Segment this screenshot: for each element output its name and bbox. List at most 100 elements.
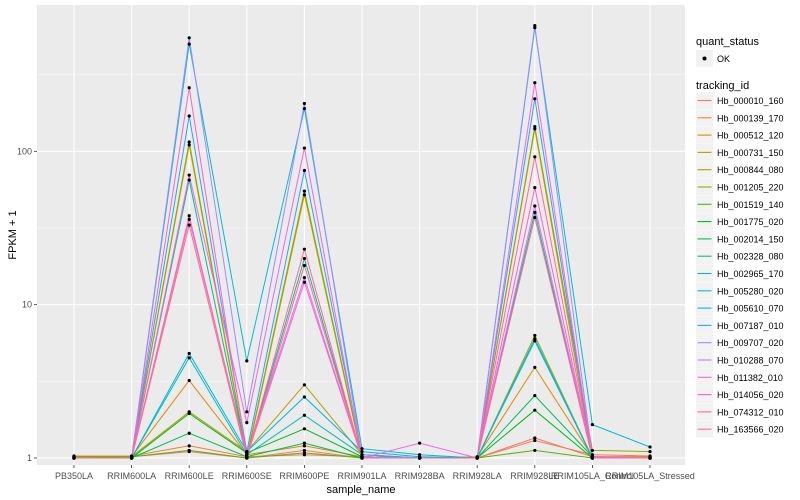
data-point [72, 456, 76, 460]
x-axis-title: sample_name [326, 484, 395, 496]
data-point [302, 189, 306, 193]
y-axis-title: FPKM + 1 [7, 210, 19, 259]
data-point [360, 450, 364, 454]
data-point [360, 447, 364, 451]
legend-label: Hb_000010_160 [717, 96, 784, 106]
data-point [302, 101, 306, 106]
data-point [590, 448, 595, 453]
data-point [533, 124, 537, 129]
data-point [302, 413, 306, 417]
legend-label: Hb_000139_170 [717, 113, 784, 123]
data-point [302, 193, 306, 197]
x-tick-label: RRIM928LA [453, 471, 502, 481]
x-tick-label: RRIM600SE [222, 471, 272, 481]
data-point [302, 395, 306, 399]
data-point [187, 114, 191, 118]
y-tick-label: 100 [17, 146, 32, 156]
legend-label: Hb_005280_020 [717, 286, 784, 296]
data-point [533, 81, 537, 85]
data-point [418, 441, 422, 445]
legend-label: Hb_000512_120 [717, 131, 784, 141]
data-point [533, 210, 537, 214]
data-point [302, 276, 306, 280]
data-point [302, 256, 306, 261]
legend-label-ok: OK [717, 54, 730, 64]
x-tick-label: RRIM600PE [279, 471, 329, 481]
data-point [187, 178, 191, 182]
y-tick-label: 10 [22, 300, 32, 310]
legend-label: Hb_007187_010 [717, 321, 784, 331]
data-point [245, 410, 249, 414]
data-point [475, 456, 479, 460]
data-point [245, 359, 249, 363]
legend-label: Hb_000844_080 [717, 165, 784, 175]
legend-label: Hb_000731_150 [717, 148, 784, 158]
data-point [533, 448, 537, 453]
data-point [187, 444, 191, 448]
data-point [187, 411, 191, 416]
data-point [302, 383, 306, 387]
data-point [302, 106, 306, 111]
x-tick-label: RRIM928LE [510, 471, 559, 481]
legend-label: Hb_010288_070 [717, 356, 784, 366]
data-point [533, 339, 537, 343]
legend-label: Hb_002328_080 [717, 252, 784, 262]
legend-label: Hb_001775_020 [717, 217, 784, 227]
grid-major [37, 5, 685, 465]
data-point [187, 42, 191, 46]
x-tick-label: RRIM105LA_Control [551, 471, 634, 481]
data-point [533, 438, 537, 443]
y-axis: 1 10 100 [17, 146, 37, 463]
data-point [245, 421, 249, 425]
data-point [187, 143, 191, 147]
data-point [187, 356, 191, 360]
data-point [533, 408, 537, 412]
x-tick-label: RRIM901LA [337, 471, 386, 481]
data-point [302, 451, 306, 455]
x-axis: PB350LA RRIM600LA RRIM600LE RRIM600SE RRIM60… [55, 465, 695, 481]
legend-label: Hb_163566_020 [717, 425, 784, 435]
data-point [187, 448, 191, 453]
data-point [187, 214, 191, 218]
data-point [187, 351, 191, 356]
legend-label: Hb_002965_170 [717, 269, 784, 279]
data-point [648, 450, 652, 454]
x-tick-label: RRIM600LA [107, 471, 156, 481]
legend-label: Hb_005610_070 [717, 304, 784, 314]
data-point [533, 436, 537, 440]
data-point [533, 127, 537, 131]
data-point [245, 450, 249, 454]
legend-key-ok-point [702, 56, 707, 61]
data-point [533, 155, 537, 159]
data-point [302, 448, 306, 453]
data-point [187, 86, 191, 90]
data-point [533, 24, 537, 28]
x-tick-label: PB350LA [55, 471, 93, 481]
x-tick-label: RRIM928BA [395, 471, 445, 481]
data-point [302, 247, 306, 251]
series-points [72, 24, 652, 460]
data-point [533, 365, 537, 369]
data-point [418, 456, 422, 460]
data-point [187, 36, 191, 40]
legend-label: Hb_014056_020 [717, 390, 784, 400]
data-point [302, 444, 306, 448]
data-point [245, 456, 249, 460]
data-point [533, 185, 537, 190]
data-point [187, 140, 191, 144]
legend-label: Hb_009707_020 [717, 338, 784, 348]
data-point [590, 456, 595, 460]
legend-items: Hb_000010_160 Hb_000139_170 Hb_000512_120 H… [696, 92, 784, 438]
data-point [187, 217, 191, 221]
data-point [302, 263, 306, 268]
data-point [187, 173, 191, 177]
data-point [360, 456, 364, 460]
data-point [302, 146, 306, 150]
data-point [302, 441, 306, 445]
data-point [648, 456, 652, 460]
data-point [302, 280, 306, 284]
x-tick-label: RRIM105LA_Stressed [605, 471, 695, 481]
data-point [533, 215, 537, 220]
data-point [187, 223, 191, 227]
